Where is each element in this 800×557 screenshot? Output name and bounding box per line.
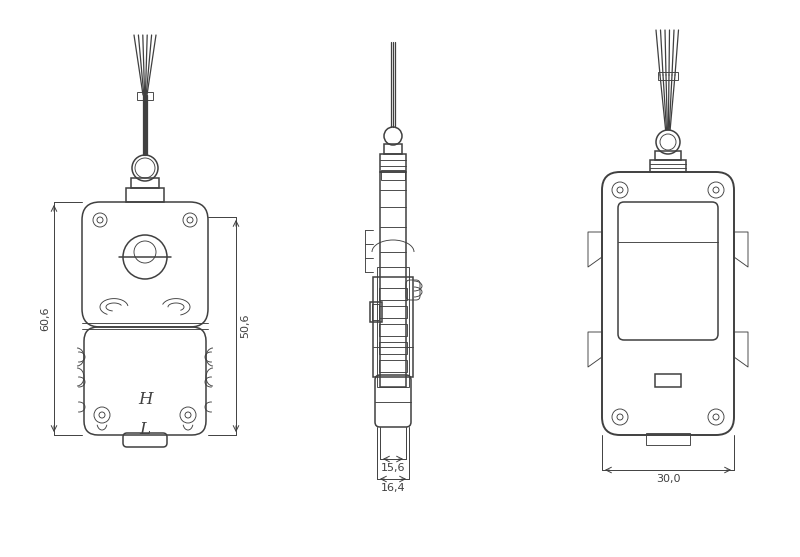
Bar [384, 144, 402, 154]
Bar [381, 170, 405, 180]
Bar [379, 288, 407, 300]
Bar [379, 324, 407, 336]
Bar [658, 72, 678, 80]
Bar [372, 304, 379, 320]
Text: H: H [138, 390, 152, 408]
Bar [646, 433, 690, 445]
Bar [377, 267, 409, 387]
Text: 30,0: 30,0 [656, 474, 680, 484]
Bar [655, 151, 681, 160]
Bar [380, 172, 406, 387]
Text: L: L [139, 421, 150, 437]
Text: 15,6: 15,6 [381, 463, 406, 473]
Bar [380, 154, 406, 172]
Text: 50,6: 50,6 [240, 314, 250, 338]
Text: 16,4: 16,4 [381, 483, 406, 493]
Bar [379, 360, 407, 372]
Bar [370, 302, 382, 322]
Text: 60,6: 60,6 [40, 306, 50, 331]
Bar [126, 188, 164, 202]
Bar [137, 92, 153, 100]
Bar [131, 178, 159, 188]
Bar [379, 306, 407, 318]
Bar [379, 342, 407, 354]
Bar [373, 277, 413, 377]
Bar [655, 374, 681, 387]
Bar [650, 160, 686, 172]
